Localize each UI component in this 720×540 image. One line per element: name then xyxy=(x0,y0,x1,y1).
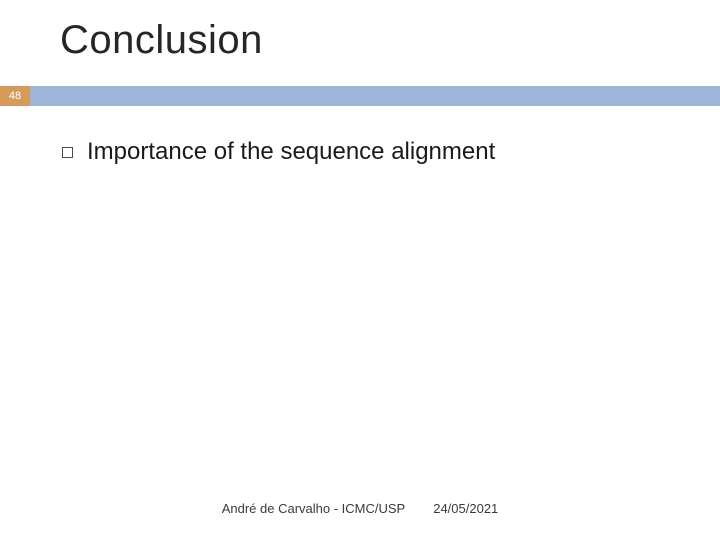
footer-author: André de Carvalho - ICMC/USP xyxy=(222,501,406,516)
bullet-text: Importance of the sequence alignment xyxy=(87,138,495,166)
footer-date: 24/05/2021 xyxy=(433,501,498,516)
divider-bar: 48 xyxy=(0,86,720,106)
page-number-badge: 48 xyxy=(0,86,30,106)
bullet-item: Importance of the sequence alignment xyxy=(62,138,495,166)
slide-footer: André de Carvalho - ICMC/USP 24/05/2021 xyxy=(0,501,720,516)
slide: Conclusion 48 Importance of the sequence… xyxy=(0,0,720,540)
slide-title: Conclusion xyxy=(60,18,263,63)
divider-bar-fill xyxy=(30,86,720,106)
square-bullet-icon xyxy=(62,147,73,158)
